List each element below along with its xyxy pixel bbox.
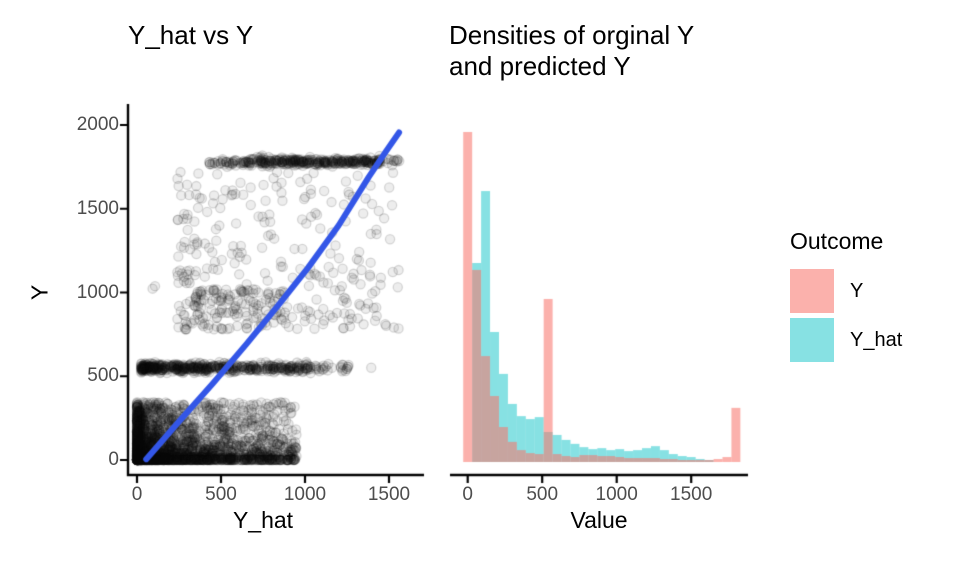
scatter-y-tick-label: 1500 <box>76 197 119 219</box>
density-plot-title: Densities of orginal Y and predicted Y <box>449 20 695 81</box>
scatter-x-tick-label: 0 <box>131 484 143 505</box>
density-x-tick-label: 0 <box>462 484 473 505</box>
density-x-tick-label: 1500 <box>670 484 713 505</box>
scatter-x-tick-label: 1500 <box>367 484 411 505</box>
legend-entry-yhat: Y_hat <box>790 318 902 362</box>
legend-label-y: Y <box>850 279 864 302</box>
density-x-tick-label: 1000 <box>595 484 638 505</box>
scatter-y-tick-label: 500 <box>87 365 119 387</box>
scatter-plot-title: Y_hat vs Y <box>128 20 254 50</box>
legend-swatch-y <box>790 269 834 313</box>
legend-swatch-yhat <box>790 318 834 362</box>
legend-title: Outcome <box>790 228 884 254</box>
scatter-x-tick-label: 500 <box>205 484 237 505</box>
density-x-tick-label: 500 <box>526 484 559 505</box>
legend: Outcome Y Y_hat <box>790 228 902 367</box>
legend-entry-y: Y <box>790 269 902 313</box>
scatter-y-tick-label: 0 <box>108 449 119 470</box>
legend-label-yhat: Y_hat <box>850 328 903 351</box>
scatter-x-tick-label: 1000 <box>283 484 327 505</box>
scatter-y-tick-label: 2000 <box>76 114 119 135</box>
density-x-axis-title: Value <box>570 507 628 533</box>
scatter-x-axis-title: Y_hat <box>232 507 294 533</box>
scatter-y-tick-label: 1000 <box>76 281 119 303</box>
